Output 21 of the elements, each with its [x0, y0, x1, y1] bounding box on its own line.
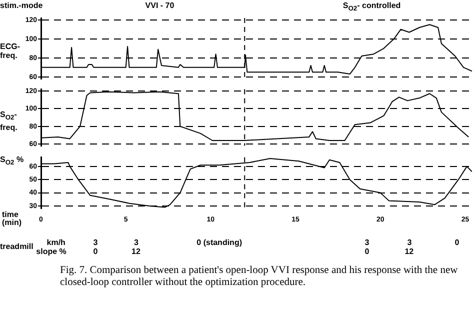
caption: Fig. 7. Comparison between a patient's open-loop VVI response and his response with the new closed-loop controller without the optimization procedure. [60, 265, 459, 289]
text: stim.-mode [0, 1, 43, 10]
text: 12 [132, 247, 140, 256]
text: 3 [364, 238, 370, 247]
text: 3 [93, 238, 98, 247]
text: treadmill [0, 242, 34, 251]
x-axis-title: time (min) [2, 210, 23, 227]
y-axis-title: S$_{O2}$-freq. [0, 110, 18, 132]
y-axis-title: ECG-freq. [0, 42, 21, 60]
text: 3 [407, 238, 412, 247]
text: S$_{O2}$- controlled [342, 1, 401, 13]
text: 0 (standing) [196, 238, 242, 247]
text: 12 [404, 247, 414, 256]
text: VVI - 70 [145, 1, 174, 10]
text: km/h [46, 238, 66, 247]
text: 0 [93, 247, 98, 256]
text: 0 [364, 247, 370, 256]
y-axis-title: S$_{O2}$ % [0, 155, 25, 168]
text: 0 [454, 238, 460, 247]
text: slope % [36, 247, 66, 256]
text: 3 [134, 238, 138, 247]
